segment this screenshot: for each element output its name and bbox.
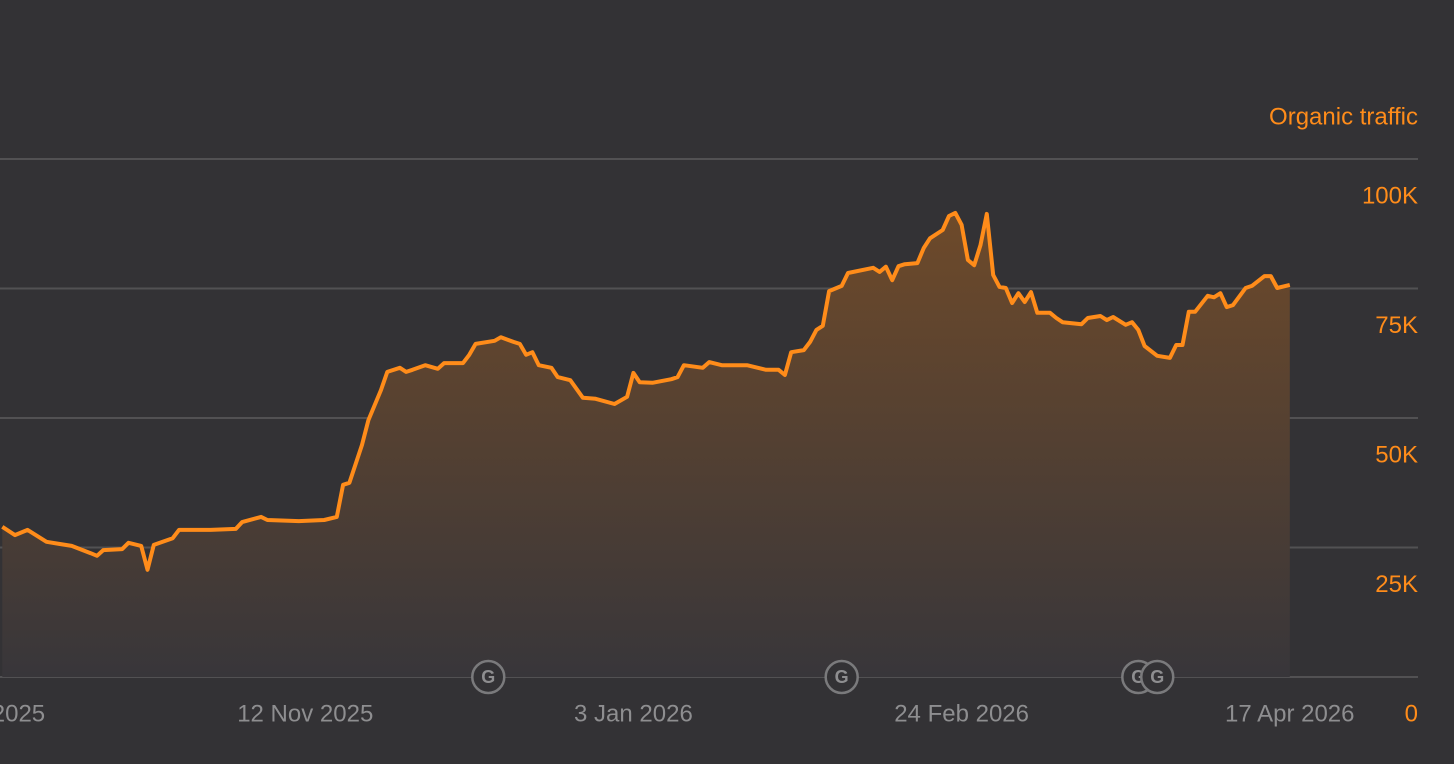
y-tick-label: 50K xyxy=(1375,441,1418,468)
y-tick-label: 75K xyxy=(1375,312,1418,339)
x-tick-label: 24 Feb 2026 xyxy=(894,700,1029,727)
y-tick-label: 0 xyxy=(1405,700,1418,727)
update-marker xyxy=(1139,659,1175,695)
x-tick-label: 3 Jan 2026 xyxy=(574,700,693,727)
y-tick-label: 100K xyxy=(1362,182,1418,209)
y-axis-title: Organic traffic xyxy=(1269,103,1418,130)
update-marker-label: G xyxy=(835,667,849,687)
traffic-line xyxy=(1,210,1291,572)
area-fill xyxy=(2,212,1290,677)
update-marker-label: G xyxy=(481,667,495,687)
x-tick-label: 17 Apr 2026 xyxy=(1225,700,1354,727)
x-tick-label: 21 Sep 2025 xyxy=(0,700,45,727)
x-tick-label: 12 Nov 2025 xyxy=(237,700,373,727)
update-marker xyxy=(471,659,506,695)
y-tick-label: 25K xyxy=(1375,571,1418,598)
update-marker-label: G xyxy=(1150,667,1164,687)
update-marker xyxy=(824,659,859,695)
